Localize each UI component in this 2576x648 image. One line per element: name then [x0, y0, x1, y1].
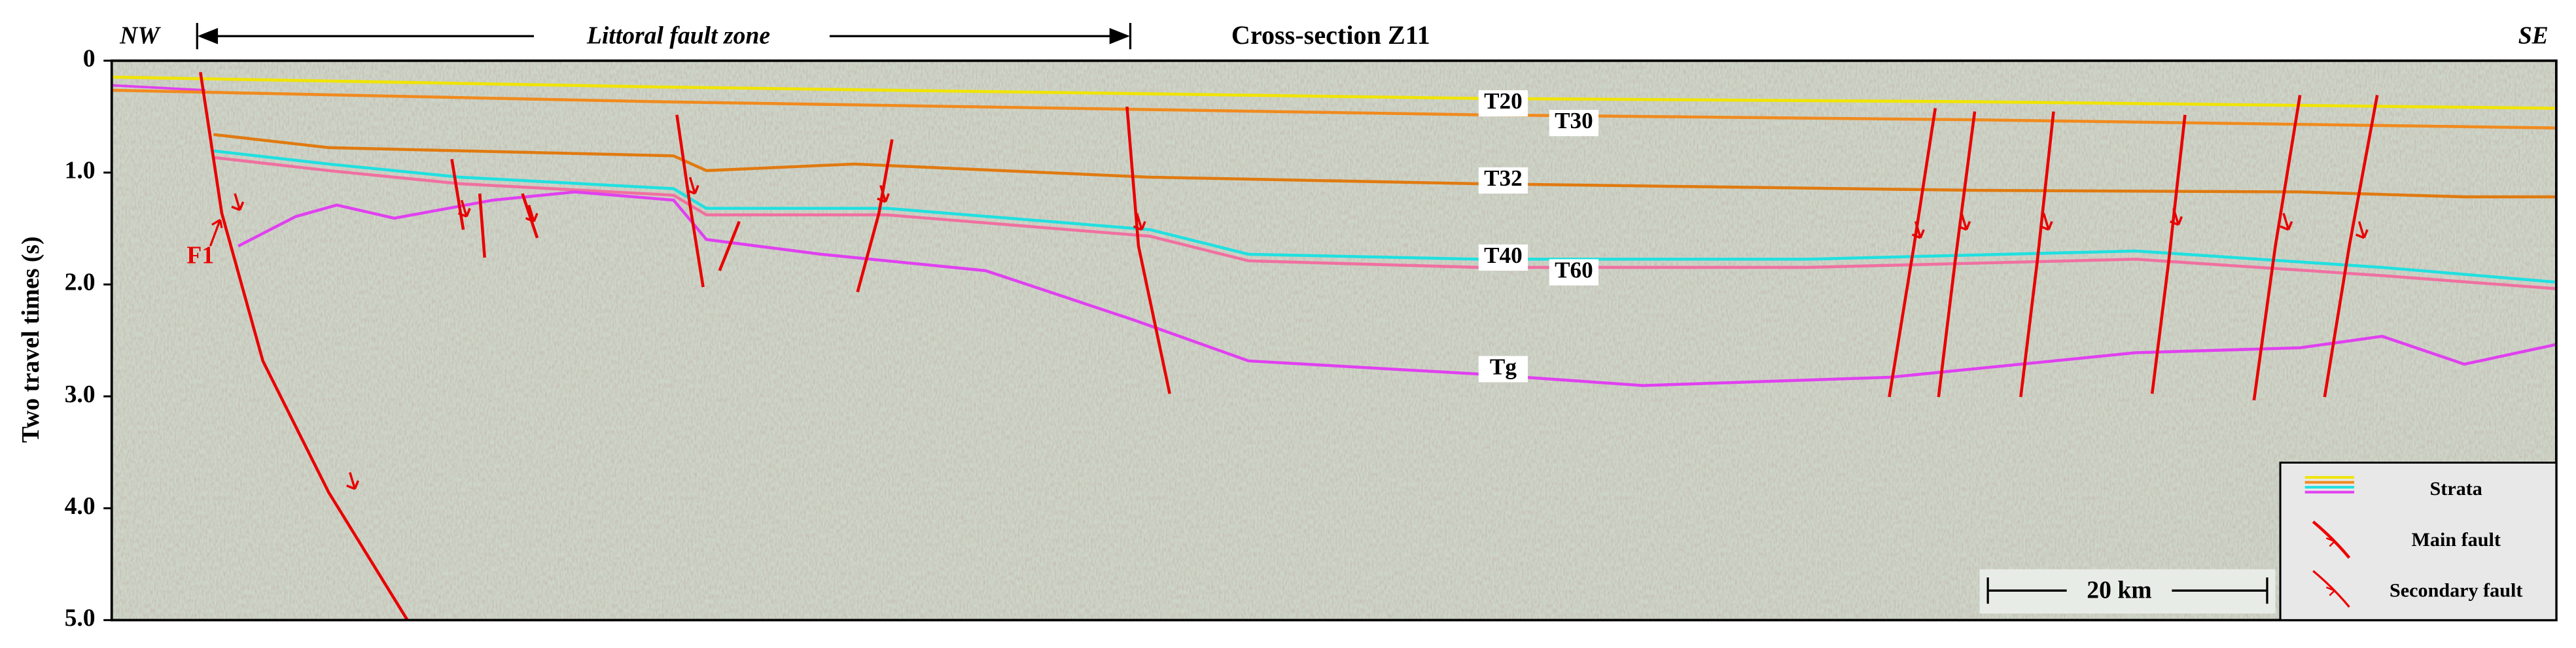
horizon-label: T40	[1484, 243, 1523, 268]
section-title: Cross-section Z11	[1231, 20, 1430, 50]
zone-label: Littoral fault zone	[586, 22, 770, 49]
fault	[2150, 114, 2187, 394]
horizon	[213, 133, 2556, 199]
scale-bar	[1979, 569, 2276, 614]
slip-arrow	[2280, 213, 2293, 231]
fault	[1937, 111, 1977, 398]
y-tick-label: 5.0	[65, 604, 96, 632]
interpretation	[111, 72, 2556, 621]
legend-label: Secondary fault	[2390, 579, 2522, 602]
fault	[675, 114, 705, 288]
se-label: SE	[2518, 22, 2549, 49]
fault	[521, 193, 539, 239]
plot-frame	[110, 59, 2558, 622]
horizon	[111, 75, 2556, 110]
horizon-label-box	[1478, 167, 1528, 194]
fault	[450, 158, 465, 230]
y-tick-label: 4.0	[65, 492, 96, 520]
horizon	[238, 190, 2556, 387]
horizon-label: T60	[1555, 258, 1593, 283]
horizon-label-box	[1478, 244, 1528, 271]
y-tick-label: 1.0	[65, 157, 96, 184]
slip-arrow	[1133, 213, 1146, 231]
legend-label: Main fault	[2412, 528, 2501, 551]
f1-pointer	[209, 218, 223, 247]
zone-arrow	[196, 23, 1132, 50]
slip-arrow	[1958, 213, 1971, 231]
slip-arrow	[2355, 221, 2369, 239]
fault-label: F1	[186, 242, 214, 269]
slip-arrow	[1911, 221, 1925, 239]
axis-label: Two travel times (s)	[17, 236, 44, 443]
slip-arrow	[231, 193, 245, 211]
horizon-upper	[111, 84, 205, 92]
fault	[856, 139, 894, 293]
horizon-label: T30	[1555, 108, 1593, 133]
seismic-texture	[111, 60, 2556, 621]
legend	[2279, 461, 2558, 621]
fault	[478, 193, 486, 258]
y-tick-label: 2.0	[65, 269, 96, 296]
horizon-label-box	[1478, 356, 1528, 383]
horizon	[111, 88, 2556, 129]
horizon-label: Tg	[1490, 354, 1517, 380]
y-tick-label: 0	[83, 44, 96, 72]
fault	[199, 72, 409, 621]
horizon-label: T20	[1484, 88, 1523, 114]
slip-arrow	[525, 205, 538, 223]
slip-arrow	[2039, 213, 2053, 231]
horizon	[213, 149, 2556, 284]
legend-label: Strata	[2430, 477, 2482, 500]
horizon-label-box	[1549, 259, 1599, 286]
horizon-label-box	[1549, 110, 1599, 137]
fault	[2019, 111, 2055, 398]
slip-arrow	[877, 184, 890, 203]
horizon	[213, 156, 2556, 290]
slip-arrow	[457, 199, 471, 218]
fault	[1125, 106, 1171, 394]
y-tick-label: 3.0	[65, 381, 96, 408]
scale-label: 20 km	[2087, 576, 2151, 604]
fault	[1888, 108, 1937, 398]
horizon-label-box	[1478, 90, 1528, 117]
slip-arrow	[686, 177, 699, 195]
fault	[2323, 95, 2379, 398]
nw-label: NW	[119, 22, 161, 49]
horizon-label: T32	[1484, 165, 1523, 191]
slip-arrow	[2170, 208, 2183, 226]
slip-arrow	[346, 472, 359, 490]
fault	[718, 220, 741, 271]
fault	[2252, 95, 2302, 401]
